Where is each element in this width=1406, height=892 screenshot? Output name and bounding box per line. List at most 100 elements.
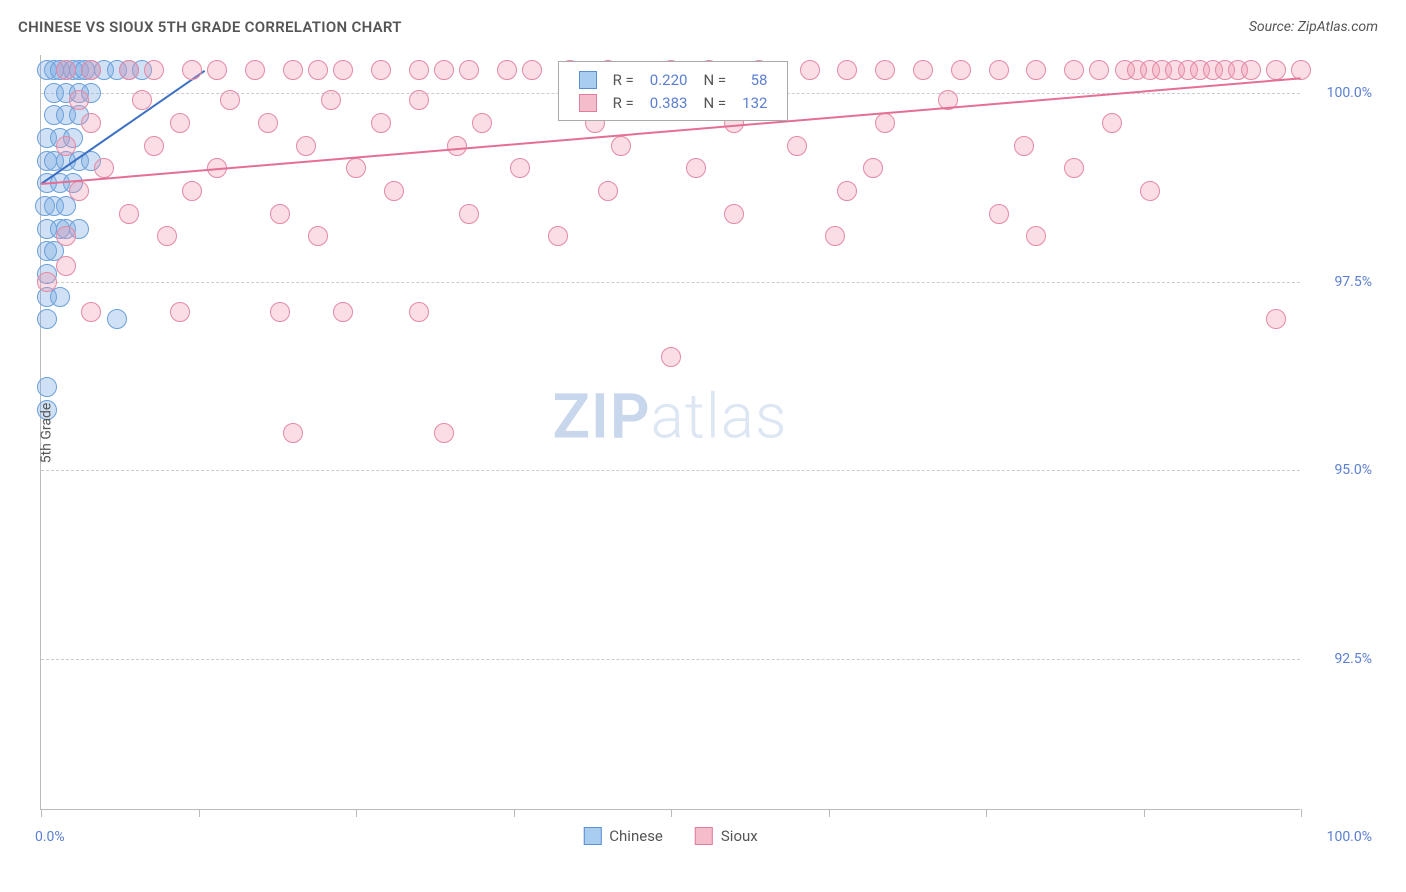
- x-tick: [986, 809, 987, 817]
- legend-item: Sioux: [695, 827, 758, 845]
- data-point: [333, 60, 353, 80]
- data-point: [1064, 60, 1084, 80]
- data-point: [119, 60, 139, 80]
- data-point: [1064, 158, 1084, 178]
- x-tick-label: 100.0%: [1327, 829, 1372, 845]
- data-point: [913, 60, 933, 80]
- data-point: [182, 60, 202, 80]
- data-point: [37, 377, 57, 397]
- y-tick-label: 92.5%: [1334, 651, 1372, 667]
- data-point: [384, 181, 404, 201]
- data-point: [81, 60, 101, 80]
- data-point: [321, 90, 341, 110]
- data-point: [371, 113, 391, 133]
- data-point: [132, 90, 152, 110]
- data-point: [1102, 113, 1122, 133]
- scatter-chart: 92.5%95.0%97.5%100.0%0.0%100.0%R =0.220N…: [40, 55, 1300, 810]
- gridline: [41, 470, 1300, 471]
- data-point: [686, 158, 706, 178]
- data-point: [371, 60, 391, 80]
- data-point: [296, 136, 316, 156]
- data-point: [409, 60, 429, 80]
- data-point: [308, 226, 328, 246]
- data-point: [989, 60, 1009, 80]
- data-point: [157, 226, 177, 246]
- data-point: [800, 60, 820, 80]
- data-point: [447, 136, 467, 156]
- y-tick-label: 95.0%: [1334, 462, 1372, 478]
- data-point: [270, 302, 290, 322]
- data-point: [144, 136, 164, 156]
- data-point: [270, 204, 290, 224]
- x-tick: [1301, 809, 1302, 817]
- data-point: [951, 60, 971, 80]
- data-point: [81, 113, 101, 133]
- data-point: [825, 226, 845, 246]
- data-point: [459, 204, 479, 224]
- data-point: [522, 60, 542, 80]
- data-point: [875, 113, 895, 133]
- y-axis-label: 5th Grade: [38, 402, 54, 463]
- data-point: [598, 181, 618, 201]
- x-tick: [41, 809, 42, 817]
- data-point: [69, 90, 89, 110]
- data-point: [283, 423, 303, 443]
- data-point: [69, 181, 89, 201]
- y-tick-label: 97.5%: [1334, 274, 1372, 290]
- data-point: [611, 136, 631, 156]
- data-point: [119, 204, 139, 224]
- data-point: [787, 136, 807, 156]
- data-point: [1026, 60, 1046, 80]
- x-tick: [199, 809, 200, 817]
- x-tick-label: 0.0%: [35, 829, 65, 845]
- x-tick: [514, 809, 515, 817]
- data-point: [81, 302, 101, 322]
- data-point: [56, 136, 76, 156]
- data-point: [510, 158, 530, 178]
- gridline: [41, 282, 1300, 283]
- data-point: [258, 113, 278, 133]
- data-point: [409, 90, 429, 110]
- gridline: [41, 659, 1300, 660]
- data-point: [170, 302, 190, 322]
- chart-title: CHINESE VS SIOUX 5TH GRADE CORRELATION C…: [18, 18, 402, 36]
- data-point: [434, 423, 454, 443]
- legend-item: Chinese: [583, 827, 663, 845]
- correlation-legend: R =0.220N =58R =0.383N =132: [558, 61, 789, 121]
- data-point: [989, 204, 1009, 224]
- data-point: [207, 60, 227, 80]
- data-point: [94, 158, 114, 178]
- data-point: [220, 90, 240, 110]
- data-point: [548, 226, 568, 246]
- x-tick: [829, 809, 830, 817]
- data-point: [283, 60, 303, 80]
- data-point: [56, 60, 76, 80]
- data-point: [37, 309, 57, 329]
- y-tick-label: 100.0%: [1327, 85, 1372, 101]
- data-point: [107, 309, 127, 329]
- data-point: [409, 302, 429, 322]
- data-point: [472, 113, 492, 133]
- series-legend: Chinese Sioux: [583, 827, 757, 845]
- x-tick: [671, 809, 672, 817]
- x-tick: [356, 809, 357, 817]
- data-point: [837, 181, 857, 201]
- data-point: [1241, 60, 1261, 80]
- data-point: [661, 347, 681, 367]
- data-point: [1014, 136, 1034, 156]
- data-point: [837, 60, 857, 80]
- data-point: [459, 60, 479, 80]
- data-point: [245, 60, 265, 80]
- data-point: [1266, 309, 1286, 329]
- x-tick: [1144, 809, 1145, 817]
- data-point: [1266, 60, 1286, 80]
- data-point: [308, 60, 328, 80]
- data-point: [346, 158, 366, 178]
- data-point: [434, 60, 454, 80]
- data-point: [144, 60, 164, 80]
- data-point: [863, 158, 883, 178]
- data-point: [170, 113, 190, 133]
- data-point: [333, 302, 353, 322]
- data-point: [1140, 181, 1160, 201]
- data-point: [1026, 226, 1046, 246]
